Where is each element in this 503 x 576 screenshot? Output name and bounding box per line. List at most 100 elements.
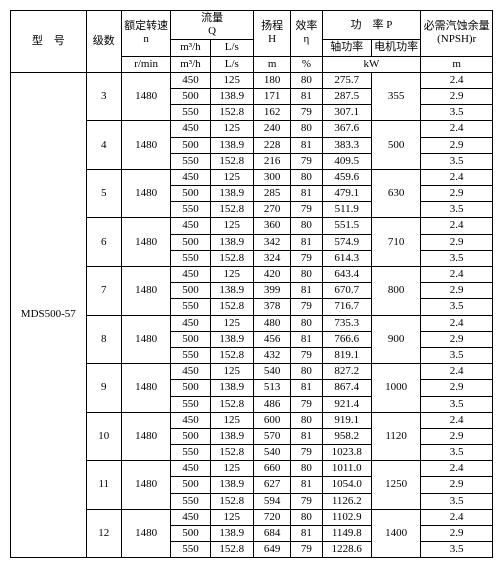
cell-npsh: 2.4 bbox=[421, 72, 493, 88]
hdr-eff: 效率 η bbox=[291, 11, 322, 57]
cell-head: 300 bbox=[253, 169, 290, 185]
cell-head: 324 bbox=[253, 250, 290, 266]
cell-flow-ls: 125 bbox=[210, 461, 253, 477]
cell-stage: 7 bbox=[86, 267, 121, 316]
table-row: MDS500-573148045012518080275.73552.4 bbox=[11, 72, 493, 88]
cell-eff: 81 bbox=[291, 526, 322, 542]
cell-flow-ls: 152.8 bbox=[210, 202, 253, 218]
cell-motor-power: 1000 bbox=[371, 364, 420, 413]
cell-shaft-power: 287.5 bbox=[322, 88, 371, 104]
hdr-speed-sym: n bbox=[143, 33, 149, 45]
cell-head: 180 bbox=[253, 72, 290, 88]
cell-stage: 8 bbox=[86, 315, 121, 364]
hdr-head-unit: m bbox=[253, 56, 290, 72]
cell-eff: 79 bbox=[291, 153, 322, 169]
cell-flow-ls: 152.8 bbox=[210, 347, 253, 363]
cell-npsh: 2.9 bbox=[421, 380, 493, 396]
cell-flow-m3h: 550 bbox=[171, 396, 210, 412]
cell-stage: 11 bbox=[86, 461, 121, 510]
cell-shaft-power: 1149.8 bbox=[322, 526, 371, 542]
cell-head: 720 bbox=[253, 509, 290, 525]
cell-speed: 1480 bbox=[121, 121, 170, 170]
cell-motor-power: 1120 bbox=[371, 412, 420, 461]
cell-npsh: 2.4 bbox=[421, 169, 493, 185]
hdr-speed-title: 额定转速 bbox=[124, 20, 168, 32]
cell-flow-ls: 138.9 bbox=[210, 428, 253, 444]
cell-flow-m3h: 450 bbox=[171, 509, 210, 525]
cell-head: 486 bbox=[253, 396, 290, 412]
cell-npsh: 3.5 bbox=[421, 347, 493, 363]
cell-eff: 80 bbox=[291, 461, 322, 477]
cell-head: 270 bbox=[253, 202, 290, 218]
cell-eff: 81 bbox=[291, 88, 322, 104]
cell-npsh: 3.5 bbox=[421, 445, 493, 461]
cell-eff: 81 bbox=[291, 186, 322, 202]
cell-eff: 79 bbox=[291, 250, 322, 266]
cell-stage: 10 bbox=[86, 412, 121, 461]
cell-head: 240 bbox=[253, 121, 290, 137]
cell-stage: 6 bbox=[86, 218, 121, 267]
hdr-npsh-unit: m bbox=[421, 56, 493, 72]
cell-flow-ls: 152.8 bbox=[210, 299, 253, 315]
cell-eff: 81 bbox=[291, 137, 322, 153]
cell-flow-m3h: 450 bbox=[171, 315, 210, 331]
cell-flow-ls: 152.8 bbox=[210, 445, 253, 461]
cell-npsh: 3.5 bbox=[421, 153, 493, 169]
cell-eff: 80 bbox=[291, 267, 322, 283]
cell-flow-m3h: 500 bbox=[171, 331, 210, 347]
cell-flow-m3h: 450 bbox=[171, 364, 210, 380]
cell-flow-ls: 125 bbox=[210, 169, 253, 185]
cell-shaft-power: 919.1 bbox=[322, 412, 371, 428]
cell-flow-ls: 125 bbox=[210, 412, 253, 428]
cell-eff: 81 bbox=[291, 477, 322, 493]
cell-speed: 1480 bbox=[121, 72, 170, 121]
cell-flow-m3h: 500 bbox=[171, 428, 210, 444]
cell-flow-m3h: 500 bbox=[171, 380, 210, 396]
cell-flow-ls: 152.8 bbox=[210, 153, 253, 169]
cell-flow-m3h: 550 bbox=[171, 153, 210, 169]
cell-shaft-power: 670.7 bbox=[322, 283, 371, 299]
cell-motor-power: 630 bbox=[371, 169, 420, 218]
cell-shaft-power: 1054.0 bbox=[322, 477, 371, 493]
cell-head: 540 bbox=[253, 364, 290, 380]
cell-flow-m3h: 500 bbox=[171, 186, 210, 202]
pump-spec-table: 型 号 级数 额定转速 n 流量 Q 扬程 H 效率 η 功 率 P 必需汽蚀余… bbox=[10, 10, 493, 558]
table-body: MDS500-573148045012518080275.73552.45001… bbox=[11, 72, 493, 558]
cell-npsh: 2.9 bbox=[421, 186, 493, 202]
hdr-flow-u1: m³/h bbox=[171, 40, 210, 56]
cell-flow-ls: 125 bbox=[210, 121, 253, 137]
cell-shaft-power: 551.5 bbox=[322, 218, 371, 234]
cell-speed: 1480 bbox=[121, 509, 170, 558]
hdr-flow-title: 流量 bbox=[201, 12, 223, 24]
cell-flow-m3h: 550 bbox=[171, 445, 210, 461]
cell-head: 594 bbox=[253, 493, 290, 509]
cell-eff: 80 bbox=[291, 72, 322, 88]
cell-motor-power: 355 bbox=[371, 72, 420, 121]
cell-shaft-power: 409.5 bbox=[322, 153, 371, 169]
cell-flow-ls: 152.8 bbox=[210, 542, 253, 558]
cell-speed: 1480 bbox=[121, 461, 170, 510]
cell-flow-ls: 125 bbox=[210, 72, 253, 88]
hdr-power-unit: kW bbox=[322, 56, 421, 72]
cell-eff: 79 bbox=[291, 542, 322, 558]
cell-flow-m3h: 500 bbox=[171, 526, 210, 542]
cell-shaft-power: 735.3 bbox=[322, 315, 371, 331]
hdr-flow: 流量 Q bbox=[171, 11, 254, 40]
cell-eff: 79 bbox=[291, 299, 322, 315]
hdr-stages: 级数 bbox=[86, 11, 121, 73]
cell-npsh: 2.4 bbox=[421, 267, 493, 283]
cell-speed: 1480 bbox=[121, 267, 170, 316]
cell-head: 378 bbox=[253, 299, 290, 315]
cell-npsh: 2.9 bbox=[421, 331, 493, 347]
cell-npsh: 2.9 bbox=[421, 137, 493, 153]
cell-npsh: 3.5 bbox=[421, 396, 493, 412]
cell-flow-ls: 138.9 bbox=[210, 283, 253, 299]
cell-eff: 80 bbox=[291, 169, 322, 185]
cell-head: 513 bbox=[253, 380, 290, 396]
hdr-flow-u1-unit: m³/h bbox=[171, 56, 210, 72]
cell-shaft-power: 716.7 bbox=[322, 299, 371, 315]
cell-npsh: 3.5 bbox=[421, 202, 493, 218]
cell-shaft-power: 921.4 bbox=[322, 396, 371, 412]
cell-npsh: 3.5 bbox=[421, 542, 493, 558]
cell-npsh: 3.5 bbox=[421, 105, 493, 121]
